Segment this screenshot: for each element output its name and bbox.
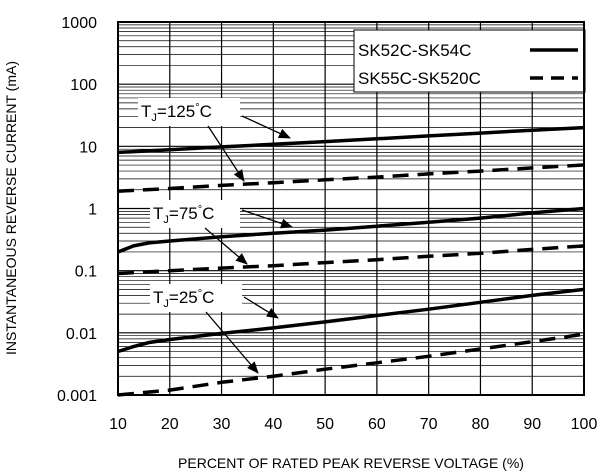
tj-125-box xyxy=(138,98,240,126)
arrow-75-dashed xyxy=(204,227,248,265)
legend: SK52C-SK54C SK55C-SK520C xyxy=(353,29,586,93)
series-line-25-dashed xyxy=(117,332,585,397)
legend-label-dashed: SK55C-SK520C xyxy=(358,69,481,88)
tj-25-box xyxy=(150,284,242,312)
legend-box xyxy=(353,29,586,93)
tj-25-label: TJ=25°C xyxy=(153,288,214,310)
arrow-25-solid xyxy=(243,296,279,319)
legend-label-solid: SK52C-SK54C xyxy=(358,41,471,60)
x-tick-label: 20 xyxy=(161,416,179,433)
tj-125-annotation: TJ=125°C xyxy=(138,98,240,126)
x-tick-labels: 10 20 30 40 50 60 70 80 90 100 xyxy=(109,416,597,433)
y-tick-label: 0.1 xyxy=(75,264,97,281)
series-line-75-solid xyxy=(117,206,585,254)
series-line-25-solid xyxy=(117,287,585,354)
x-axis-title: PERCENT OF RATED PEAK REVERSE VOLTAGE (%… xyxy=(178,455,524,471)
arrow-25-dashed xyxy=(205,311,259,374)
series-line-75-dashed xyxy=(117,244,585,276)
tj-75-box xyxy=(150,200,240,228)
arrow-125-solid xyxy=(241,115,291,139)
x-tick-label: 60 xyxy=(368,416,386,433)
x-tick-label: 40 xyxy=(264,416,282,433)
tj-25-annotation: TJ=25°C xyxy=(150,284,242,312)
y-tick-labels: 1000 100 10 1 0.1 0.01 0.001 xyxy=(57,15,97,405)
tj-125-label: TJ=125°C xyxy=(141,102,212,124)
y-tick-label: 0.01 xyxy=(66,326,97,343)
arrow-75-solid xyxy=(241,209,293,229)
arrow-125-dashed xyxy=(207,125,245,182)
x-tick-label: 80 xyxy=(472,416,490,433)
y-tick-label: 100 xyxy=(70,77,97,94)
curves xyxy=(117,125,585,397)
tj-75-label: TJ=75°C xyxy=(153,204,214,226)
x-tick-label: 70 xyxy=(420,416,438,433)
y-tick-label: 0.001 xyxy=(57,388,97,405)
y-tick-label: 1 xyxy=(88,202,97,219)
plot-frame xyxy=(117,21,585,396)
y-tick-label: 1000 xyxy=(61,15,97,32)
x-tick-label: 50 xyxy=(316,416,334,433)
annotation-arrows xyxy=(204,115,293,374)
x-tick-label: 30 xyxy=(213,416,231,433)
x-tick-label: 10 xyxy=(109,416,127,433)
series-line-125-dashed xyxy=(117,163,585,193)
x-tick-label: 100 xyxy=(571,416,598,433)
y-tick-label: 10 xyxy=(79,139,97,156)
x-tick-label: 90 xyxy=(523,416,541,433)
series-line-125-solid xyxy=(117,125,585,155)
tj-75-annotation: TJ=75°C xyxy=(150,200,240,228)
y-axis-title: INSTANTANEOUS REVERSE CURRENT (mA) xyxy=(3,61,19,355)
